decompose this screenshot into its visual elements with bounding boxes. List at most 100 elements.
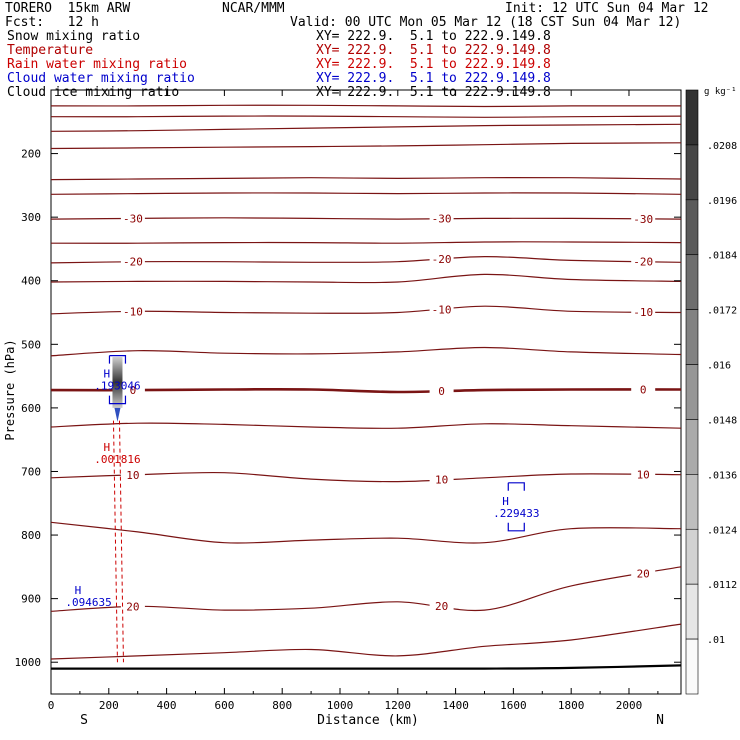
surface-line (51, 664, 682, 670)
colorbar-tick-label: .0124 (707, 525, 737, 536)
isotherm-line (50, 305, 682, 315)
isotherm-label: -30 (432, 213, 452, 226)
isotherm-line (50, 273, 682, 284)
isotherm-label-bg (631, 468, 656, 481)
field-xy-cloud-ice: XY= 222.9. 5.1 to 222.9.149.8 (316, 85, 551, 100)
isotherm-label: -20 (633, 256, 653, 269)
colorbar-swatch (685, 419, 699, 475)
x-end-label-left: S (80, 713, 88, 728)
rain-water-contour (112, 420, 118, 663)
isotherm-line (50, 471, 682, 483)
isotherm-label-bg (120, 305, 145, 318)
isotherm-line (50, 123, 682, 132)
cloud-water-contour (507, 522, 525, 532)
isotherm-label: 0 (438, 385, 445, 398)
colorbar-tick-label: .016 (707, 361, 731, 372)
isotherm-line (50, 422, 682, 429)
y-tick-label: 900 (21, 593, 41, 606)
isotherm-line (50, 192, 682, 195)
isotherm-label-bg (120, 600, 145, 613)
isotherm-line (50, 241, 682, 244)
x-tick-label: 2000 (616, 699, 643, 712)
org-title: NCAR/MMM (222, 1, 285, 16)
y-tick-label: 800 (21, 529, 41, 542)
y-tick-label: 300 (21, 211, 41, 224)
isotherm-label-bg (429, 212, 454, 225)
y-tick-label: 200 (21, 148, 41, 161)
isotherm-label: 0 (640, 383, 647, 396)
x-tick-label: 1600 (500, 699, 527, 712)
isotherm-label: 20 (126, 601, 139, 614)
forecast-hour: Fcst: 12 h (5, 15, 99, 30)
isotherm-line (50, 255, 682, 264)
y-tick-label: 700 (21, 465, 41, 478)
x-tick-label: 1200 (385, 699, 412, 712)
isotherm-label-bg (120, 212, 145, 225)
colorbar: .0208 .0196 .0184 .0172 .016 .0148 .0136 .0124.… (685, 89, 737, 695)
maximum-value: .193046 (94, 380, 140, 393)
x-tick-label: 0 (48, 699, 55, 712)
field-name-cloud-water: Cloud water mixing ratio (7, 71, 195, 86)
colorbar-swatch (685, 364, 699, 420)
colorbar-tick-label: .01 (707, 635, 725, 646)
x-tick-label: 1000 (327, 699, 354, 712)
isotherm-label-bg (631, 255, 656, 268)
valid-time: Valid: 00 UTC Mon 05 Mar 12 (18 CST Sun … (290, 15, 682, 30)
maximum-mark: H (502, 495, 509, 508)
isotherm-label-bg (120, 468, 145, 481)
isotherm-label-bg (631, 212, 656, 225)
y-axis-title: Pressure (hPa) (3, 339, 17, 440)
maximum-value: .001816 (94, 453, 140, 466)
isotherm-label-bg (429, 385, 454, 398)
isotherm-label: 0 (130, 384, 137, 397)
isotherm-label: 10 (126, 469, 139, 482)
y-tick-label: 500 (21, 338, 41, 351)
isotherm-label-bg (429, 303, 454, 316)
cloud-water-contour (108, 395, 127, 405)
maximum-marker: H.094635 (65, 584, 111, 609)
isotherm-line (50, 387, 682, 394)
colorbar-swatch (685, 528, 699, 585)
colorbar-swatch (685, 144, 699, 201)
isotherm-label-bg (120, 384, 145, 397)
x-tick-label: 1400 (442, 699, 469, 712)
isotherm-line (50, 104, 682, 108)
colorbar-swatch (685, 638, 699, 695)
isotherm-label: -30 (633, 213, 653, 226)
isotherm-label-bg (631, 567, 656, 580)
x-tick-label: 600 (214, 699, 234, 712)
isotherm-line (50, 217, 682, 220)
colorbar-tick-label: .0208 (707, 141, 737, 152)
field-xy-temperature: XY= 222.9. 5.1 to 222.9.149.8 (316, 43, 551, 58)
x-tick-label: 1800 (558, 699, 585, 712)
isotherm-line (50, 176, 682, 181)
isotherm-label: 20 (435, 600, 448, 613)
isotherm-label: 10 (637, 468, 650, 481)
isotherm-line (50, 566, 682, 612)
isotherm-label: -20 (432, 253, 452, 266)
isotherm-line (50, 115, 682, 118)
isotherm-label: -30 (123, 212, 143, 225)
colorbar-tick-label: .0148 (707, 415, 737, 426)
cloud-water-contour (114, 407, 121, 422)
isotherm-label: 10 (435, 474, 448, 487)
y-tick-label: 400 (21, 275, 41, 288)
colorbar-swatch (685, 254, 699, 310)
colorbar-tick-label: .0196 (707, 196, 737, 207)
isotherm-label-bg (429, 473, 454, 486)
colorbar-swatch (685, 309, 699, 365)
x-end-label-right: N (656, 713, 664, 728)
colorbar-tick-label: .0172 (707, 306, 737, 317)
isotherm-label-bg (631, 306, 656, 319)
colorbar-tick-label: .0112 (707, 580, 737, 591)
maximum-mark: H (103, 368, 110, 381)
x-tick-label: 800 (272, 699, 292, 712)
plot-frame (50, 89, 682, 695)
cloud-water-contour (108, 355, 127, 364)
colorbar-swatch (685, 474, 699, 530)
isotherm-line (50, 623, 682, 660)
isotherm-label-bg (429, 599, 454, 612)
colorbar-swatch (685, 89, 699, 146)
field-name-snow: Snow mixing ratio (7, 29, 141, 44)
